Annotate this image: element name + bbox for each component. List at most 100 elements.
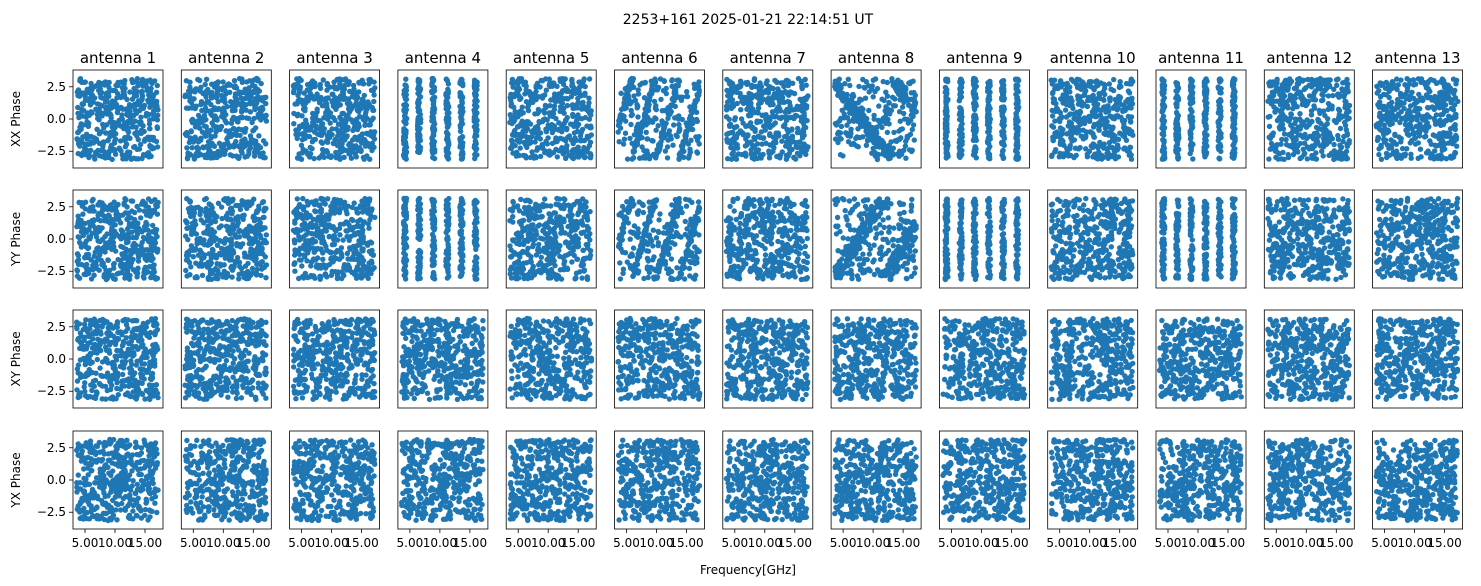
data-point — [508, 100, 514, 107]
data-point — [1052, 108, 1059, 115]
data-point — [184, 145, 190, 151]
data-point — [319, 97, 325, 103]
data-point — [354, 116, 360, 122]
data-point — [543, 105, 549, 111]
data-point — [984, 138, 991, 145]
data-point — [182, 93, 188, 100]
data-point — [696, 133, 702, 140]
data-point — [675, 94, 682, 100]
data-point — [1231, 155, 1237, 161]
data-point — [1217, 133, 1224, 139]
data-point — [541, 110, 548, 116]
data-point — [902, 88, 908, 94]
data-point — [799, 78, 805, 85]
data-point — [139, 96, 145, 103]
data-point — [886, 154, 893, 161]
data-point — [1160, 101, 1166, 107]
data-point — [896, 148, 903, 154]
data-point — [116, 122, 122, 128]
data-point — [471, 77, 478, 83]
data-point — [203, 108, 209, 114]
data-point — [569, 80, 575, 87]
data-point — [403, 101, 409, 108]
data-point — [1075, 82, 1081, 89]
data-point — [189, 119, 196, 126]
data-point — [674, 133, 680, 140]
data-point — [93, 138, 100, 144]
data-point — [130, 113, 136, 119]
data-point — [552, 91, 558, 97]
data-point — [1064, 146, 1070, 152]
data-point — [879, 124, 885, 131]
data-point — [869, 125, 875, 132]
data-point — [943, 95, 949, 101]
data-point — [545, 135, 551, 141]
data-point — [120, 106, 126, 112]
scatter-points — [942, 75, 1022, 162]
data-point — [1125, 88, 1132, 94]
data-point — [241, 129, 248, 135]
data-point — [745, 133, 751, 139]
data-point — [361, 156, 367, 162]
data-point — [238, 141, 244, 147]
data-point — [86, 154, 92, 161]
data-point — [81, 79, 87, 86]
data-point — [1001, 118, 1007, 124]
data-point — [445, 139, 452, 145]
data-point — [87, 147, 94, 153]
data-point — [107, 133, 113, 140]
data-point — [187, 87, 193, 93]
data-point — [132, 118, 138, 124]
data-point — [85, 123, 92, 130]
data-point — [106, 89, 112, 96]
data-point — [403, 76, 409, 82]
data-point — [615, 129, 621, 135]
data-point — [1104, 130, 1111, 136]
data-point — [683, 120, 689, 126]
data-point — [83, 131, 90, 137]
data-point — [648, 89, 654, 96]
data-point — [371, 98, 377, 105]
data-point — [431, 127, 438, 134]
data-point — [694, 82, 700, 88]
data-point — [751, 83, 757, 90]
data-point — [1079, 119, 1086, 125]
data-point — [757, 80, 763, 86]
data-point — [542, 149, 548, 156]
data-point — [523, 83, 529, 89]
data-point — [402, 146, 408, 152]
data-point — [370, 107, 376, 114]
data-point — [756, 97, 763, 103]
data-point — [744, 79, 751, 86]
data-point — [147, 77, 153, 83]
data-point — [1128, 81, 1134, 87]
data-point — [1048, 77, 1055, 83]
data-point — [309, 139, 316, 145]
data-point — [799, 85, 805, 92]
data-point — [227, 82, 233, 88]
data-point — [1062, 107, 1069, 113]
data-point — [533, 83, 539, 89]
data-point — [324, 137, 330, 144]
data-point — [154, 102, 160, 109]
data-point — [874, 156, 881, 163]
data-point — [147, 126, 153, 132]
data-point — [459, 110, 465, 116]
data-point — [319, 121, 326, 127]
data-point — [251, 127, 257, 133]
data-point — [772, 139, 778, 145]
data-point — [218, 86, 224, 92]
data-point — [1344, 130, 1350, 136]
data-point — [429, 148, 435, 154]
data-point — [1300, 146, 1307, 152]
data-point — [1267, 113, 1273, 120]
data-point — [123, 141, 130, 147]
data-point — [902, 143, 909, 149]
data-point — [1304, 156, 1311, 162]
data-point — [472, 98, 478, 104]
data-point — [883, 89, 889, 95]
data-point — [635, 114, 641, 120]
data-point — [1301, 140, 1308, 146]
data-point — [123, 135, 129, 141]
data-point — [909, 126, 915, 133]
